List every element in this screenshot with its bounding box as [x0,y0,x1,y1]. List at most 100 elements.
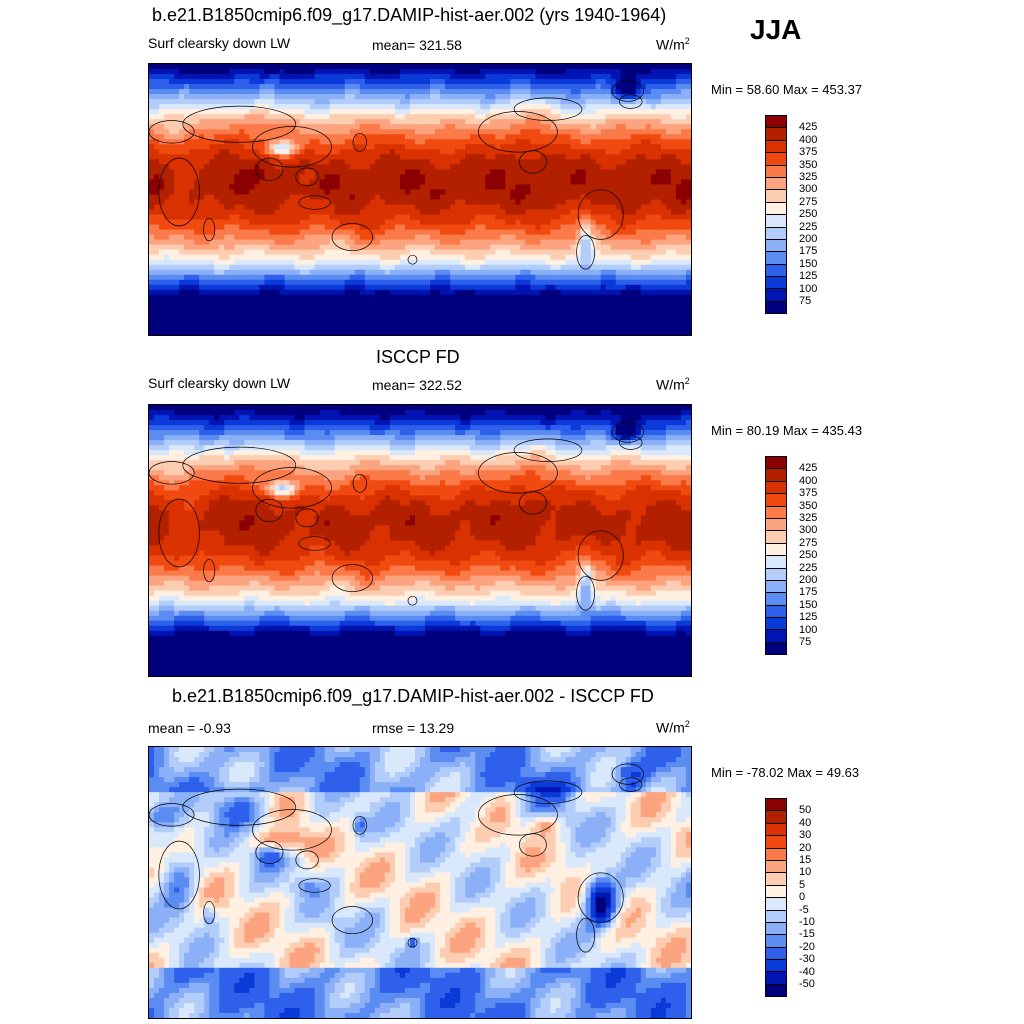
contour-cell [179,144,185,150]
contour-cell [404,219,411,226]
contour-cell [485,219,491,226]
contour-cell [575,164,582,170]
contour-cell [219,224,225,231]
contour-cell [294,214,301,221]
contour-cell [224,179,230,186]
contour-cell [505,84,511,90]
contour-cell [575,124,582,130]
contour-cell [359,139,366,145]
contour-cell [379,79,386,85]
contour-cell [154,109,160,115]
contour-cell [149,274,155,281]
contour-cell [359,94,366,100]
contour-cell [234,104,240,110]
contour-cell [530,184,537,191]
contour-cell [605,199,612,206]
contour-cell [289,69,296,75]
contour-cell [435,184,441,191]
contour-cell [304,174,311,181]
contour-cell [149,204,155,211]
contour-cell [409,99,416,105]
contour-cell [470,179,476,186]
contour-cell [199,99,205,105]
contour-cell [460,264,466,271]
contour-cell [485,169,491,176]
contour-cell [675,124,682,130]
contour-cell [189,194,195,201]
contour-cell [364,69,371,75]
contour-cell [399,264,406,271]
contour-cell [224,104,230,110]
contour-cell [685,124,691,130]
contour-cell [575,89,582,95]
contour-cell [685,64,691,70]
contour-cell [600,79,607,85]
contour-cell [635,119,642,125]
contour-cell [274,169,281,176]
contour-cell [399,134,406,140]
contour-cell [545,264,552,271]
contour-cell [359,154,366,160]
contour-cell [645,234,652,241]
contour-cell [645,214,652,221]
contour-cell [369,169,376,176]
contour-cell [675,69,682,75]
contour-cell [309,149,316,155]
contour-cell [314,94,321,100]
contour-cell [635,249,642,256]
contour-cell [670,244,677,251]
contour-cell [685,249,691,256]
contour-cell [234,74,240,80]
contour-cell [610,99,617,105]
contour-cell [309,119,316,125]
contour-cell [535,154,542,160]
contour-cell [545,89,552,95]
contour-cell [199,69,205,75]
contour-cell [610,274,617,281]
contour-cell [159,99,165,105]
contour-cell [610,119,617,125]
contour-cell [409,229,416,236]
contour-cell [665,194,672,201]
contour-cell [520,229,526,236]
contour-cell [379,114,386,120]
contour-cell [515,224,521,231]
contour-cell [179,99,185,105]
contour-cell [359,64,366,70]
contour-cell [359,274,366,281]
contour-cell [414,179,421,186]
contour-cell [164,79,170,85]
contour-cell [580,289,587,296]
contour-cell [515,119,521,125]
contour-cell [189,184,195,191]
contour-cell [490,224,496,231]
contour-cell [465,154,471,160]
contour-cell [214,109,220,115]
contour-cell [500,234,506,241]
contour-cell [440,174,446,181]
contour-cell [299,289,306,296]
contour-cell [495,279,501,286]
contour-cell [625,79,632,85]
contour-cell [179,189,185,196]
contour-cell [404,249,411,256]
contour-cell [595,79,602,85]
contour-cell [259,194,266,201]
contour-cell [685,119,691,125]
contour-cell [580,154,587,160]
contour-cell [450,179,456,186]
contour-cell [159,169,165,176]
contour-cell [490,84,496,90]
contour-cell [184,79,190,85]
contour-cell [635,269,642,276]
contour-cell [229,84,235,90]
contour-cell [525,249,532,256]
contour-cell [570,139,577,145]
contour-cell [219,84,225,90]
contour-cell [495,194,501,201]
contour-cell [555,99,562,105]
contour-cell [450,274,456,281]
contour-cell [359,84,366,90]
contour-cell [485,144,491,150]
contour-cell [394,259,401,266]
